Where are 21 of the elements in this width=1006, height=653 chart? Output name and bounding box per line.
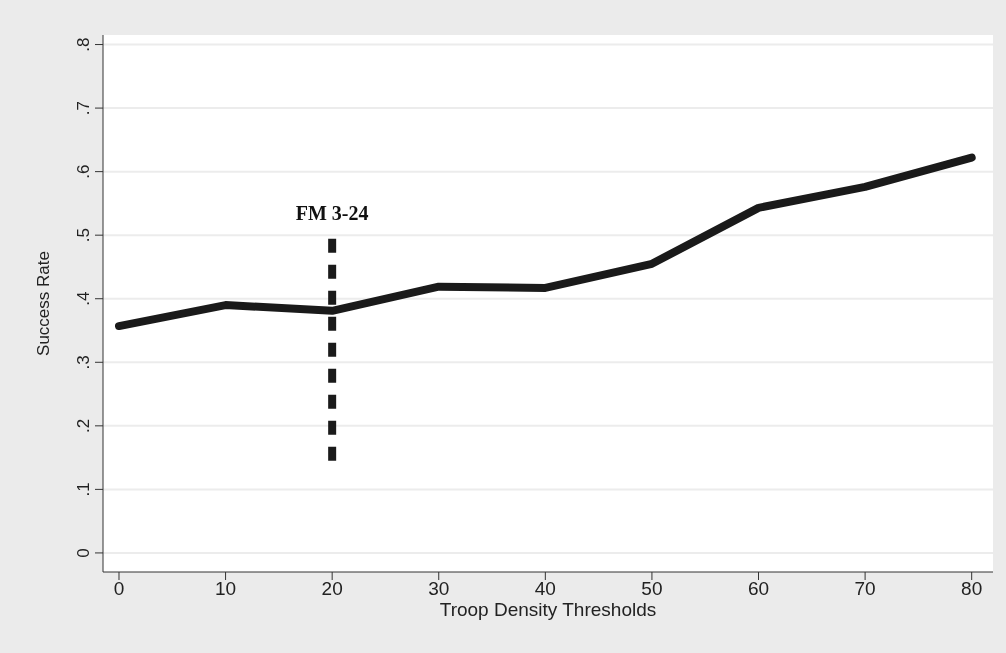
y-tick-label: .3 xyxy=(74,355,93,370)
x-tick-label: 70 xyxy=(854,578,876,600)
y-tick-label: .1 xyxy=(74,482,93,497)
y-tick-label: .6 xyxy=(74,164,93,179)
y-tick-label: .2 xyxy=(74,418,93,433)
annotation: FM 3-24 xyxy=(295,202,369,225)
y-tick-label: .8 xyxy=(74,37,93,52)
x-tick-label: 80 xyxy=(961,578,983,600)
x-tick-label: 30 xyxy=(428,578,450,600)
y-tick-label: 0 xyxy=(74,548,93,558)
y-tick-label: .4 xyxy=(74,291,93,306)
x-tick-label: 0 xyxy=(113,578,125,600)
x-tick-label: 20 xyxy=(321,578,343,600)
y-tick-label: .7 xyxy=(74,100,93,116)
x-tick-label: 50 xyxy=(641,578,663,600)
x-tick-label: 10 xyxy=(215,578,237,600)
x-axis-title: Troop Density Thresholds xyxy=(439,599,657,620)
x-tick-label: 60 xyxy=(747,578,770,600)
y-tick-label: .5 xyxy=(74,228,93,243)
x-tick-label: 40 xyxy=(534,578,556,600)
y-axis-title: Success Rate xyxy=(34,251,54,356)
